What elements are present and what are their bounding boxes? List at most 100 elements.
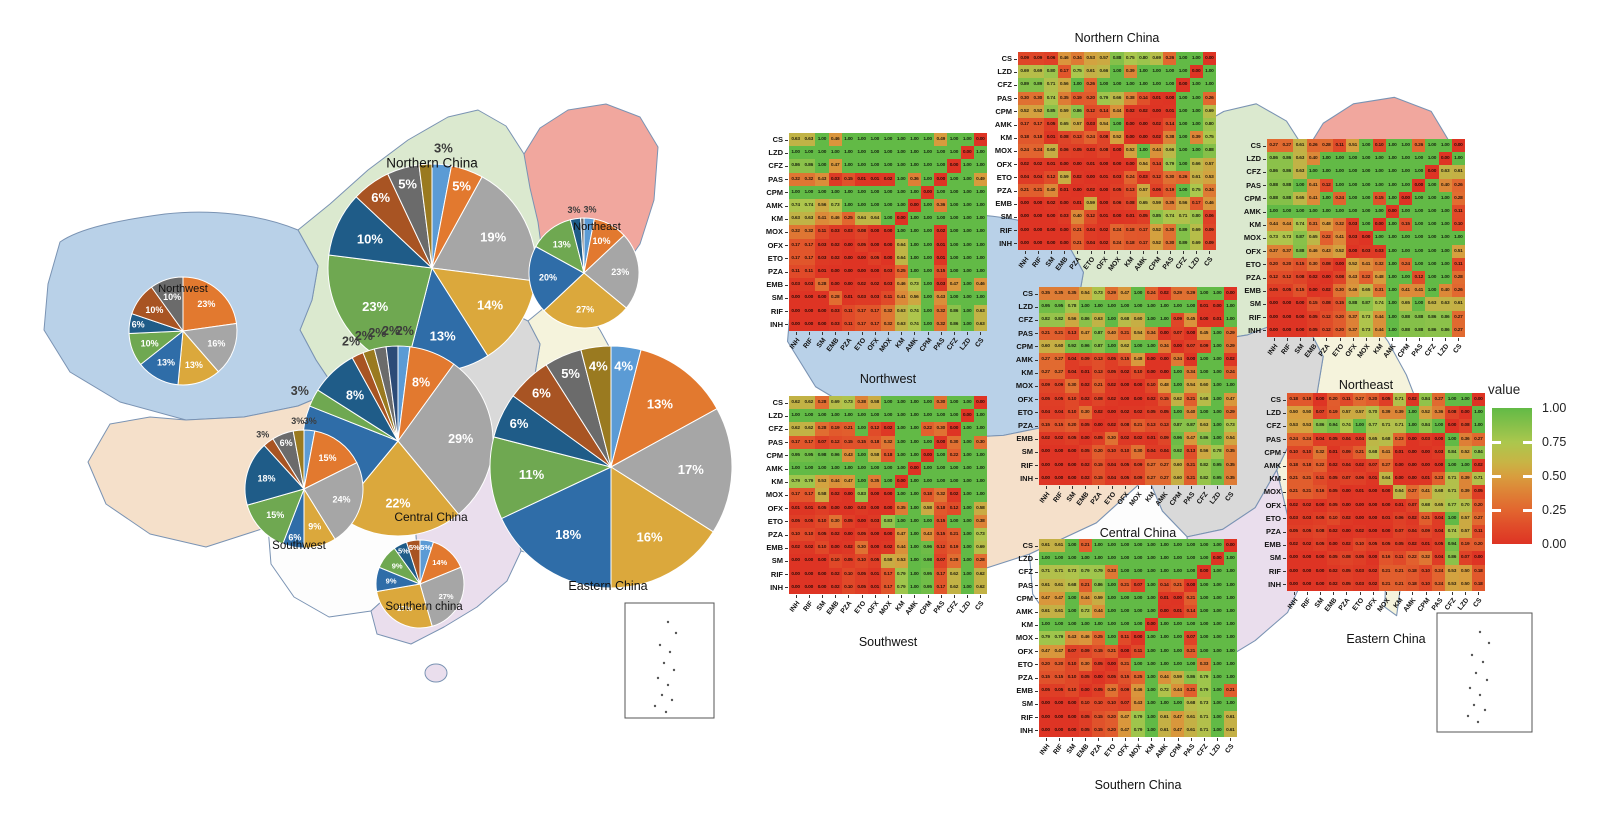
- heatmap-row-label-southern-china-eto: ETO: [1017, 659, 1033, 669]
- heatmap-cell-southwest-pas-rif: 0.17: [802, 435, 816, 449]
- heatmap-row-label-northwest-cs: CS: [772, 135, 783, 144]
- heatmap-cell-northeast-amk-eto: 1.00: [1333, 205, 1347, 219]
- axis-tick: [1438, 592, 1440, 595]
- heatmap-cell-southern-china-pas-km: 1.00: [1144, 578, 1158, 592]
- heatmap-cell-southwest-emb-lzd: 1.00: [960, 541, 974, 555]
- heatmap-cell-eastern-china-cfz-km: 0.71: [1392, 419, 1406, 433]
- heatmap-cell-northern-china-cs-lzd: 1.00: [1189, 52, 1203, 66]
- heatmap-cell-southern-china-sm-eto: 0.10: [1105, 697, 1119, 711]
- heatmap-cell-southern-china-emb-inh: 0.05: [1039, 684, 1053, 698]
- pie-label: 4%: [589, 359, 608, 374]
- heatmap-cell-northern-china-ofx-cs: 0.57: [1202, 157, 1216, 171]
- heatmap-cell-northeast-mox-mox: 0.00: [1359, 231, 1373, 245]
- heatmap-cell-northeast-rif-inh: 0.00: [1267, 310, 1281, 324]
- heatmap-cell-northern-china-emb-amk: 0.65: [1136, 197, 1150, 211]
- pie-slice-southwest-9: [292, 429, 305, 490]
- heatmap-cell-southwest-cfz-ofx: 0.12: [868, 422, 882, 436]
- heatmap-cell-central-china-lzd-lzd: 0.00: [1210, 300, 1224, 314]
- axis-tick: [1014, 190, 1017, 192]
- heatmap-cell-southwest-amk-ofx: 1.00: [868, 462, 882, 476]
- heatmap-cell-northeast-inh-rif: 0.00: [1280, 323, 1294, 337]
- axis-tick: [785, 481, 788, 483]
- heatmap-cell-eastern-china-mox-sm: 0.16: [1313, 485, 1327, 499]
- axis-tick: [1183, 251, 1184, 254]
- heatmap-cell-southern-china-pza-emb: 0.05: [1078, 671, 1092, 685]
- heatmap-cell-eastern-china-cfz-pas: 1.00: [1432, 419, 1446, 433]
- heatmap-cell-northeast-pas-cs: 0.26: [1451, 178, 1465, 192]
- pie-chart-southern-china: 5%14%27%27%9%9%5% 5%: [375, 539, 465, 629]
- axis-tick: [1283, 452, 1286, 454]
- legend-tick-mark: [1492, 475, 1501, 478]
- heatmap-cell-eastern-china-pas-pas: 0.00: [1432, 432, 1446, 446]
- heatmap-cell-northwest-sm-lzd: 1.00: [960, 291, 974, 305]
- heatmap-cell-southern-china-cpm-pas: 0.21: [1184, 591, 1198, 605]
- heatmap-cell-northwest-emb-amk: 0.73: [907, 278, 921, 292]
- heatmap-cell-eastern-china-ofx-cpm: 0.68: [1419, 498, 1433, 512]
- axis-tick: [1196, 251, 1198, 254]
- legend-tick-mark: [1523, 509, 1532, 512]
- axis-tick: [1035, 717, 1038, 719]
- axis-tick: [874, 595, 876, 598]
- heatmap-cell-southwest-km-sm: 0.53: [815, 475, 829, 489]
- heatmap-cell-northern-china-emb-pza: 0.01: [1070, 197, 1084, 211]
- heatmap-cell-southwest-pza-emb: 0.02: [828, 528, 842, 542]
- heatmap-row-label-northeast-cs: CS: [1250, 141, 1261, 150]
- heatmap-cell-central-china-cfz-cs: 1.00: [1223, 313, 1237, 327]
- heatmap-cell-northern-china-ofx-cpm: 0.14: [1150, 157, 1164, 171]
- heatmap-cell-northwest-sm-inh: 0.00: [789, 291, 803, 305]
- heatmap-cell-central-china-eto-lzd: 1.00: [1210, 405, 1224, 419]
- heatmap-cell-northern-china-lzd-ofx: 0.66: [1097, 65, 1111, 79]
- heatmap-row-label-northern-china-ofx: OFX: [996, 159, 1012, 169]
- heatmap-cell-central-china-inh-cfz: 0.82: [1197, 471, 1211, 485]
- heatmap-cell-northeast-km-mox: 1.00: [1359, 218, 1373, 232]
- heatmap-cell-central-china-inh-mox: 0.09: [1131, 471, 1145, 485]
- heatmap-cell-northeast-eto-amk: 1.00: [1385, 257, 1399, 271]
- heatmap-cell-northeast-ofx-amk: 1.00: [1385, 244, 1399, 258]
- heatmap-cell-southwest-emb-cs: 0.69: [973, 541, 987, 555]
- heatmap-cell-northwest-cfz-pza: 1.00: [841, 159, 855, 173]
- heatmap-cell-northern-china-cpm-ofx: 0.14: [1097, 104, 1111, 118]
- heatmap-cell-southwest-amk-km: 1.00: [894, 462, 908, 476]
- heatmap-cell-southern-china-mox-inh: 0.79: [1039, 631, 1053, 645]
- heatmap-cell-southwest-mox-eto: 0.83: [855, 488, 869, 502]
- heatmap-cell-northwest-emb-ofx: 0.02: [868, 278, 882, 292]
- heatmap-cell-northeast-km-lzd: 1.00: [1438, 218, 1452, 232]
- heatmap-cell-eastern-china-km-eto: 0.06: [1353, 472, 1367, 486]
- heatmap-cell-central-china-ofx-km: 0.02: [1144, 392, 1158, 406]
- heatmap-cell-southwest-eto-cs: 0.38: [973, 514, 987, 528]
- heatmap-cell-central-china-cpm-pas: 0.07: [1184, 339, 1198, 353]
- heatmap-cell-northeast-cpm-cfz: 1.00: [1425, 191, 1439, 205]
- heatmap-cell-northern-china-pas-emb: 0.35: [1057, 91, 1071, 105]
- heatmap-cell-northwest-cs-sm: 1.00: [815, 133, 829, 147]
- heatmap-cell-central-china-mox-inh: 0.09: [1039, 379, 1053, 393]
- heatmap-cell-northeast-mox-km: 1.00: [1372, 231, 1386, 245]
- heatmap-cell-northeast-pas-km: 1.00: [1372, 178, 1386, 192]
- heatmap-cell-central-china-mox-mox: 0.00: [1131, 379, 1145, 393]
- heatmap-cell-northern-china-inh-sm: 0.00: [1044, 236, 1058, 250]
- heatmap-cell-northern-china-lzd-pas: 1.00: [1163, 65, 1177, 79]
- heatmap-cell-eastern-china-rif-sm: 0.00: [1313, 564, 1327, 578]
- heatmap-row-label-northeast-amk: AMK: [1243, 207, 1261, 216]
- heatmap-cell-northwest-pza-amk: 1.00: [907, 265, 921, 279]
- heatmap-cell-northwest-amk-cfz: 1.00: [947, 199, 961, 213]
- heatmap-cell-southern-china-km-rif: 1.00: [1052, 618, 1066, 632]
- heatmap-cell-northeast-km-km: 0.00: [1372, 218, 1386, 232]
- pie-chart-central-china: 2%8%29%22%20%3%8%2%2%2%2%: [291, 324, 494, 537]
- heatmap-cell-central-china-ofx-lzd: 1.00: [1210, 392, 1224, 406]
- axis-tick: [785, 574, 788, 576]
- heatmap-cell-northern-china-cpm-cpm: 0.00: [1150, 104, 1164, 118]
- pie-label: 6%: [288, 533, 301, 543]
- heatmap-cell-eastern-china-emb-cfz: 0.94: [1445, 538, 1459, 552]
- heatmap-cell-southwest-cpm-lzd: 1.00: [960, 448, 974, 462]
- heatmap-cell-southern-china-sm-ofx: 0.07: [1118, 697, 1132, 711]
- heatmap-cell-northwest-mox-inh: 0.32: [789, 225, 803, 239]
- heatmap-cell-northeast-cpm-inh: 0.88: [1267, 191, 1281, 205]
- heatmap-cell-eastern-china-amk-cfz: 1.00: [1445, 459, 1459, 473]
- heatmap-cell-northwest-amk-km: 1.00: [894, 199, 908, 213]
- heatmap-cell-northwest-cfz-mox: 1.00: [881, 159, 895, 173]
- heatmap-cell-southern-china-emb-amk: 0.72: [1157, 684, 1171, 698]
- heatmap-cell-central-china-lzd-mox: 1.00: [1131, 300, 1145, 314]
- heatmap-cell-northern-china-inh-eto: 0.04: [1084, 236, 1098, 250]
- heatmap-cell-southern-china-lzd-pas: 1.00: [1184, 552, 1198, 566]
- heatmap-cell-southwest-ofx-emb: 0.00: [828, 501, 842, 515]
